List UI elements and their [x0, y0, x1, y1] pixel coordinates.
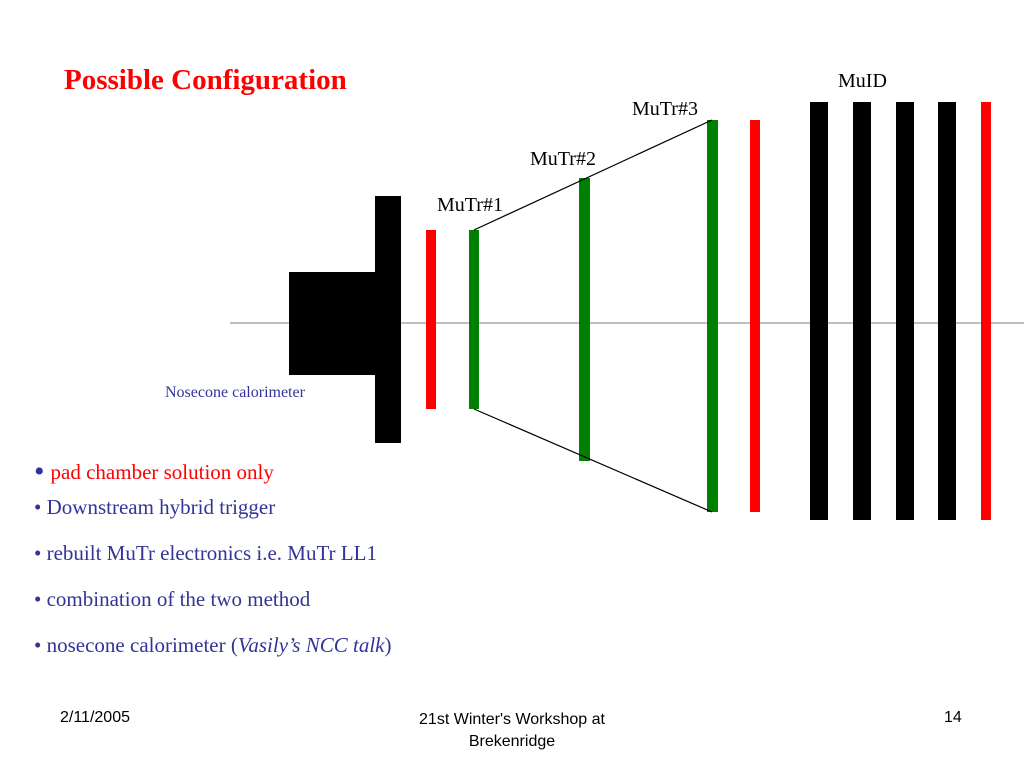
mutr1-station	[469, 230, 479, 409]
muid-plane-2	[853, 102, 871, 520]
bullet-item-4: • combination of the two method	[34, 587, 392, 633]
footer-date: 2/11/2005	[60, 709, 130, 726]
bullet-dot: •	[34, 455, 45, 488]
muid-plane-1	[810, 102, 828, 520]
red-plane-mid	[750, 120, 760, 512]
bullet-dot: •	[34, 541, 47, 565]
footer-event: 21st Winter's Workshop at Brekenridge	[362, 709, 662, 753]
label-mutr1: MuTr#1	[437, 194, 503, 216]
muid-plane-4	[938, 102, 956, 520]
bullet-text-3: rebuilt MuTr electronics i.e. MuTr LL1	[46, 541, 377, 565]
bullet-dot: •	[34, 495, 47, 519]
bullet-item-1: • pad chamber solution only	[34, 455, 392, 489]
bullet-item-5: • nosecone calorimeter (Vasily’s NCC tal…	[34, 633, 392, 679]
bullet-text-5-prefix: nosecone calorimeter (	[46, 633, 238, 657]
acceptance-line-top	[473, 119, 713, 231]
bullet-dot: •	[34, 587, 47, 611]
bullet-text-4: combination of the two method	[46, 587, 311, 611]
bullet-list: • pad chamber solution only • Downstream …	[34, 455, 392, 679]
bullet-dot: •	[34, 633, 47, 657]
label-muid: MuID	[838, 70, 887, 92]
slide-title: Possible Configuration	[64, 64, 347, 96]
bullet-item-3: • rebuilt MuTr electronics i.e. MuTr LL1	[34, 541, 392, 587]
absorber-block	[289, 272, 377, 375]
bullet-item-2: • Downstream hybrid trigger	[34, 495, 392, 541]
label-mutr2: MuTr#2	[530, 148, 596, 170]
red-plane-end	[981, 102, 991, 520]
bullet-text-5-suffix: )	[384, 633, 392, 657]
bullet-text-2: Downstream hybrid trigger	[46, 495, 276, 519]
bullet-text-1: pad chamber solution only	[50, 460, 274, 484]
page-number: 14	[944, 709, 962, 726]
bullet-text-5-italic: Vasily’s NCC talk	[237, 633, 385, 657]
acceptance-line-bottom	[473, 408, 713, 513]
mutr2-station	[579, 178, 590, 461]
footer-event-line1: 21st Winter's Workshop at	[419, 711, 605, 728]
label-nosecone: Nosecone calorimeter	[165, 384, 306, 401]
muid-plane-3	[896, 102, 914, 520]
footer-event-line2: Brekenridge	[468, 733, 556, 750]
ncc-plane	[426, 230, 436, 409]
absorber-plate	[375, 196, 401, 443]
mutr3-station	[707, 120, 718, 512]
label-mutr3: MuTr#3	[632, 98, 698, 120]
